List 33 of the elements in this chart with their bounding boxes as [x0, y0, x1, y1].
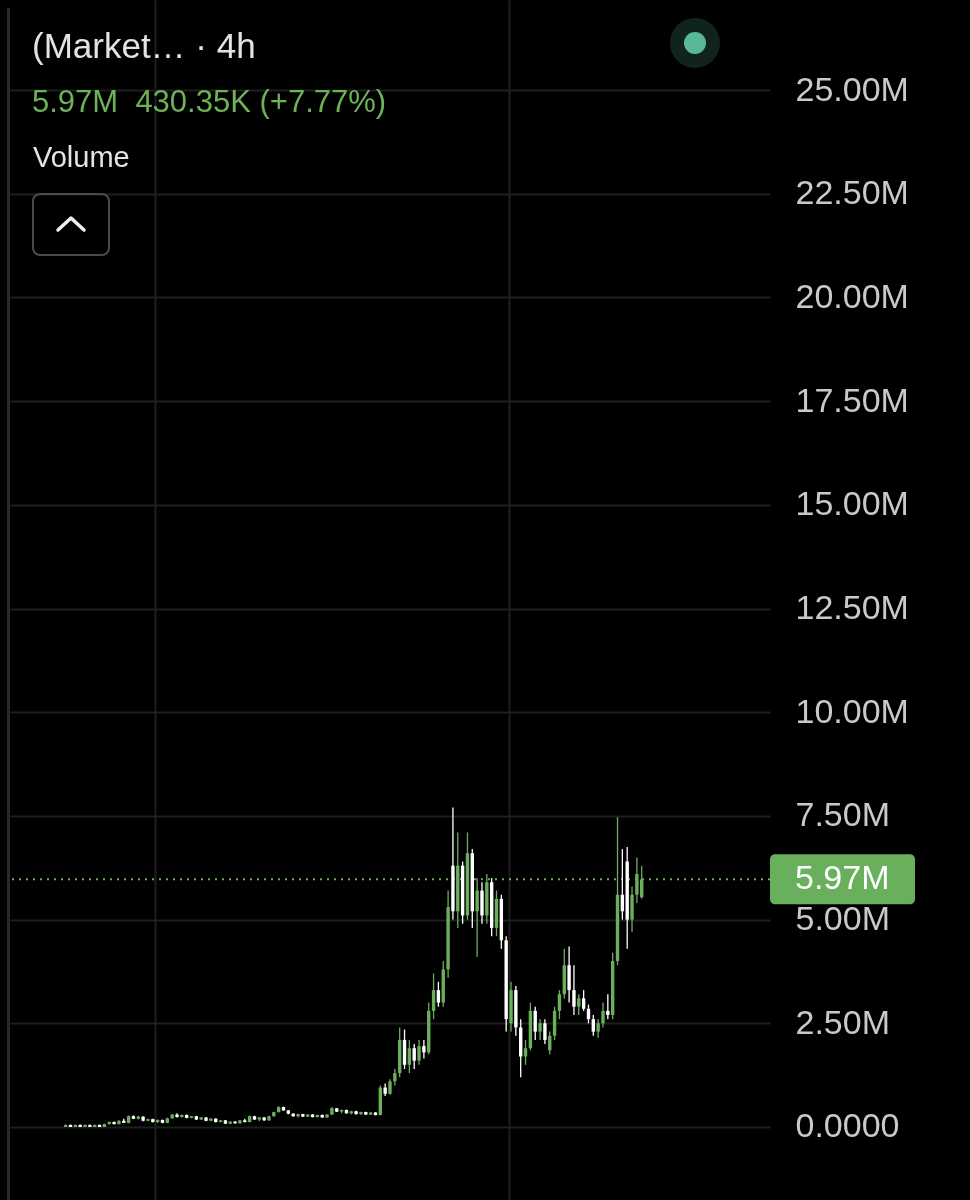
candlestick: [557, 989, 562, 1020]
y-tick-label: 22.50M: [795, 173, 909, 212]
y-tick-label: 15.00M: [795, 484, 909, 523]
candlestick: [591, 1014, 596, 1037]
candlestick: [581, 989, 586, 1012]
candlestick: [431, 972, 436, 1020]
text: 5.97M 430.35K (+7.77%): [32, 84, 387, 119]
candlestick: [596, 1018, 600, 1039]
candlestick: [543, 1018, 547, 1045]
candlestick: [538, 1018, 542, 1041]
y-tick-label: 0.0000: [795, 1106, 900, 1145]
y-tick-label: 7.50M: [795, 795, 890, 834]
candlestick: [407, 1039, 412, 1074]
candlestick: [422, 1039, 426, 1060]
y-tick-label: 2.50M: [795, 1002, 890, 1041]
y-tick-label: 25.00M: [795, 69, 909, 108]
candlestick: [601, 1001, 605, 1029]
y-tick-label: 10.00M: [795, 691, 909, 730]
candlestick: [635, 856, 639, 904]
y-tick-label: 12.50M: [795, 588, 909, 626]
y-tick-label: 17.50M: [795, 380, 909, 419]
ref-line-label: 5.97M: [795, 858, 890, 897]
y-tick-label: 5.00M: [795, 899, 890, 938]
y-tick-label: 20.00M: [795, 276, 909, 315]
candlestick: [412, 1043, 416, 1070]
candlestick: [577, 993, 581, 1016]
candlestick: [417, 1039, 421, 1066]
candlestick: [533, 1006, 537, 1041]
annotation: Volume: [33, 141, 130, 173]
candlestick: [572, 964, 576, 1016]
text: (Market… · 4h: [32, 26, 256, 65]
candlestick: [606, 993, 610, 1020]
candlestick: [436, 981, 441, 1008]
